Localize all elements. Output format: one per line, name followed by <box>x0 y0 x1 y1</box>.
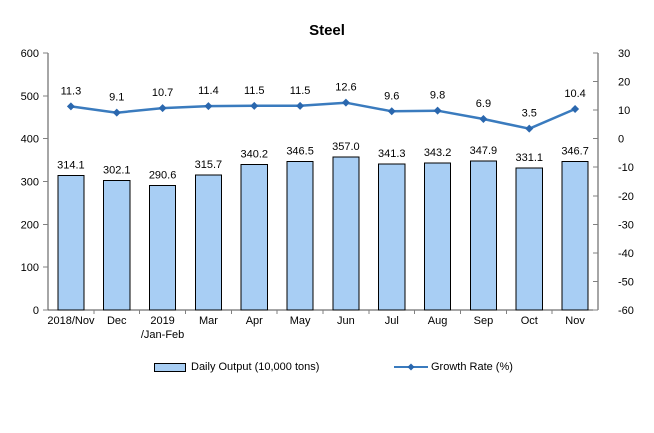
bar <box>194 174 222 311</box>
bar-value-label: 302.1 <box>103 165 131 177</box>
x-axis-category-label: 2019 <box>150 315 174 327</box>
line-marker <box>204 102 213 111</box>
x-axis-category-label: Jul <box>385 315 399 327</box>
right-axis-tick-label: -50 <box>618 276 634 288</box>
left-axis-tick-label: 500 <box>21 91 39 103</box>
line-marker <box>387 107 396 116</box>
x-axis-category-label: Jun <box>337 315 355 327</box>
line-value-label: 11.4 <box>198 85 219 97</box>
line-marker <box>296 101 305 110</box>
line-value-label: 9.6 <box>384 90 399 102</box>
bar-value-label: 315.7 <box>195 159 223 171</box>
right-axis-tick-label: 30 <box>618 48 630 60</box>
right-axis-tick-label: -30 <box>618 219 634 231</box>
bar <box>149 185 177 311</box>
line-value-label: 9.1 <box>109 92 124 104</box>
line-value-label: 10.4 <box>564 88 585 100</box>
line-marker <box>525 124 534 133</box>
line-value-label: 11.5 <box>290 85 311 97</box>
left-axis-tick-label: 400 <box>21 134 39 146</box>
bar <box>515 167 543 311</box>
left-axis-tick-label: 100 <box>21 262 39 274</box>
x-axis-category-label: Apr <box>246 315 263 327</box>
bar <box>57 175 85 311</box>
x-axis-category-label: /Jan-Feb <box>141 329 184 341</box>
line-value-label: 11.5 <box>244 85 265 97</box>
bar-value-label: 340.2 <box>240 148 268 160</box>
x-axis-category-label: Nov <box>565 315 585 327</box>
legend-item-growth-rate: Growth Rate (%) <box>393 361 513 373</box>
bar-value-label: 343.2 <box>424 147 452 159</box>
bar <box>286 161 314 311</box>
line-value-label: 9.8 <box>430 90 445 102</box>
x-axis-category-label: Aug <box>428 315 448 327</box>
left-axis-tick-label: 0 <box>33 305 39 317</box>
right-axis-tick-label: 20 <box>618 77 630 89</box>
x-axis-category-label: May <box>290 315 311 327</box>
line-value-label: 11.3 <box>61 85 82 97</box>
line-marker <box>112 108 121 117</box>
x-axis-category-label: Mar <box>199 315 218 327</box>
bar <box>561 161 589 311</box>
legend-label-growth-rate: Growth Rate (%) <box>431 361 513 373</box>
bar-value-label: 314.1 <box>57 159 85 171</box>
x-axis-category-label: Sep <box>474 315 494 327</box>
bar-swatch-icon <box>154 362 186 372</box>
line-marker <box>158 104 167 113</box>
line-value-label: 6.9 <box>476 98 491 110</box>
line-marker <box>66 102 75 111</box>
bar <box>332 156 360 311</box>
right-axis-tick-label: -40 <box>618 248 634 260</box>
left-axis-tick-label: 200 <box>21 219 39 231</box>
bar-value-label: 341.3 <box>378 148 406 160</box>
bar <box>103 180 131 311</box>
line-marker <box>250 101 259 110</box>
right-axis-tick-label: 0 <box>618 134 624 146</box>
bar-value-label: 347.9 <box>470 145 498 157</box>
x-axis-category-label: 2018/Nov <box>47 315 95 327</box>
bar-value-label: 346.5 <box>286 146 314 158</box>
bar <box>240 163 268 311</box>
bar-value-label: 357.0 <box>332 141 360 153</box>
line-value-label: 3.5 <box>522 108 537 120</box>
right-axis-tick-label: -60 <box>618 305 634 317</box>
bar <box>378 163 406 311</box>
line-marker <box>341 98 350 107</box>
legend-label-daily-output: Daily Output (10,000 tons) <box>191 361 320 373</box>
line-value-label: 12.6 <box>335 82 356 94</box>
bar-value-label: 346.7 <box>561 145 589 157</box>
left-axis-tick-label: 300 <box>21 177 39 189</box>
right-axis-tick-label: -10 <box>618 162 634 174</box>
growth-rate-line <box>70 101 576 130</box>
line-value-label: 10.7 <box>152 87 173 99</box>
line-marker <box>571 104 580 113</box>
x-axis-category-label: Dec <box>107 315 127 327</box>
bar-value-label: 331.1 <box>515 152 543 164</box>
bar <box>424 162 452 311</box>
bar-value-label: 290.6 <box>149 170 177 182</box>
left-axis-tick-label: 600 <box>21 48 39 60</box>
line-marker <box>479 114 488 123</box>
right-axis-tick-label: -20 <box>618 191 634 203</box>
legend-item-daily-output: Daily Output (10,000 tons) <box>154 361 319 373</box>
x-axis-category-label: Oct <box>521 315 538 327</box>
right-axis-tick-label: 10 <box>618 105 630 117</box>
line-swatch-icon <box>394 363 428 371</box>
bar <box>469 160 497 311</box>
line-marker <box>433 106 442 115</box>
chart-title: Steel <box>309 22 345 39</box>
